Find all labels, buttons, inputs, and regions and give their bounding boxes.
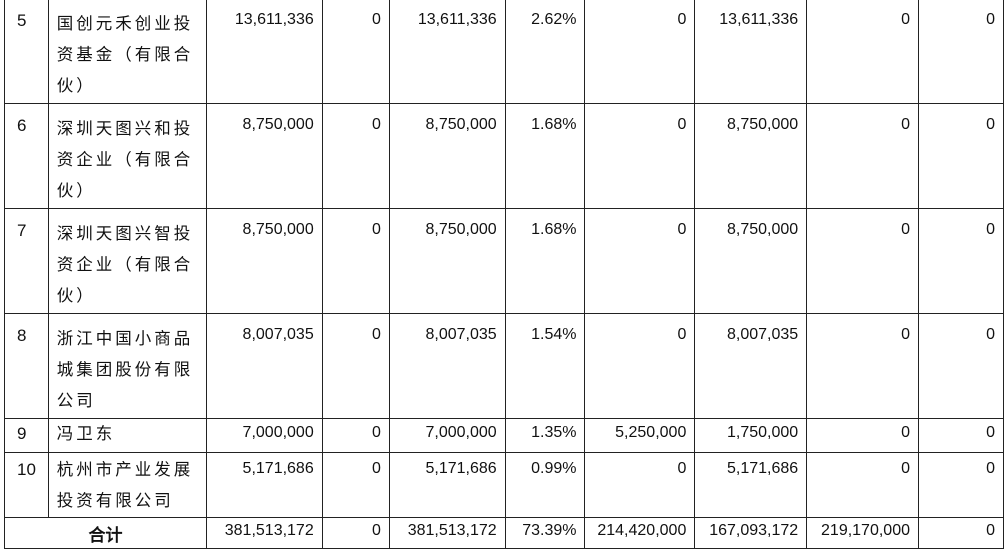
- cell-value: 8,750,000: [388, 208, 506, 314]
- cell-value: 7,000,000: [205, 418, 323, 453]
- cell-value: 0: [806, 313, 919, 419]
- table-row: 8 浙江中国小商品城集团股份有限公司 8,007,035 0 8,007,035…: [4, 313, 1004, 419]
- cell-value: 0: [918, 452, 1004, 518]
- cell-value: 0: [321, 103, 390, 209]
- shareholder-name: 国创元禾创业投资基金（有限合伙）: [47, 0, 207, 104]
- cell-value: 0: [918, 418, 1004, 453]
- cell-value: 13,611,336: [205, 0, 323, 104]
- cell-value: 0: [806, 208, 919, 314]
- shareholder-table: 5 国创元禾创业投资基金（有限合伙） 13,611,336 0 13,611,3…: [4, 0, 1004, 549]
- cell-value: 8,007,035: [388, 313, 506, 419]
- cell-value: 0: [918, 0, 1004, 104]
- row-index: 6: [4, 103, 49, 209]
- cell-value: 0: [584, 452, 696, 518]
- cell-value: 0.99%: [504, 452, 586, 518]
- total-value: 73.39%: [504, 517, 586, 549]
- total-row: 合计 381,513,172 0 381,513,172 73.39% 214,…: [4, 517, 1004, 549]
- total-label: 合计: [4, 517, 207, 549]
- cell-value: 8,750,000: [694, 103, 808, 209]
- cell-value: 1.68%: [504, 208, 586, 314]
- cell-value: 8,750,000: [694, 208, 808, 314]
- row-index: 10: [4, 452, 49, 518]
- cell-value: 5,171,686: [388, 452, 506, 518]
- cell-value: 1.54%: [504, 313, 586, 419]
- cell-value: 5,171,686: [694, 452, 808, 518]
- cell-value: 0: [584, 208, 696, 314]
- row-index: 7: [4, 208, 49, 314]
- cell-value: 0: [584, 313, 696, 419]
- cell-value: 5,171,686: [205, 452, 323, 518]
- cell-value: 1.68%: [504, 103, 586, 209]
- cell-value: 0: [321, 208, 390, 314]
- row-index: 8: [4, 313, 49, 419]
- shareholder-name: 深圳天图兴和投资企业（有限合伙）: [47, 103, 207, 209]
- cell-value: 7,000,000: [388, 418, 506, 453]
- total-value: 219,170,000: [806, 517, 919, 549]
- total-value: 214,420,000: [584, 517, 696, 549]
- cell-value: 8,750,000: [388, 103, 506, 209]
- total-value: 381,513,172: [205, 517, 323, 549]
- cell-value: 1,750,000: [694, 418, 808, 453]
- total-value: 381,513,172: [388, 517, 506, 549]
- cell-value: 0: [806, 452, 919, 518]
- cell-value: 0: [321, 452, 390, 518]
- shareholder-name: 深圳天图兴智投资企业（有限合伙）: [47, 208, 207, 314]
- cell-value: 0: [321, 0, 390, 104]
- cell-value: 8,750,000: [205, 208, 323, 314]
- table-row: 7 深圳天图兴智投资企业（有限合伙） 8,750,000 0 8,750,000…: [4, 208, 1004, 314]
- cell-value: 0: [918, 313, 1004, 419]
- cell-value: 0: [806, 103, 919, 209]
- cell-value: 13,611,336: [388, 0, 506, 104]
- cell-value: 8,007,035: [694, 313, 808, 419]
- total-value: 0: [321, 517, 390, 549]
- cell-value: 8,007,035: [205, 313, 323, 419]
- cell-value: 0: [584, 103, 696, 209]
- table-row: 5 国创元禾创业投资基金（有限合伙） 13,611,336 0 13,611,3…: [4, 0, 1004, 104]
- total-value: 0: [918, 517, 1004, 549]
- cell-value: 5,250,000: [584, 418, 696, 453]
- table-row: 10 杭州市产业发展投资有限公司 5,171,686 0 5,171,686 0…: [4, 452, 1004, 518]
- table-row: 6 深圳天图兴和投资企业（有限合伙） 8,750,000 0 8,750,000…: [4, 103, 1004, 209]
- cell-value: 0: [321, 418, 390, 453]
- cell-value: 0: [584, 0, 696, 104]
- cell-value: 0: [806, 418, 919, 453]
- shareholder-name: 杭州市产业发展投资有限公司: [47, 452, 207, 518]
- row-index: 9: [4, 418, 49, 453]
- cell-value: 8,750,000: [205, 103, 323, 209]
- total-value: 167,093,172: [694, 517, 808, 549]
- shareholder-name: 冯卫东: [47, 418, 207, 453]
- cell-value: 0: [918, 208, 1004, 314]
- cell-value: 13,611,336: [694, 0, 808, 104]
- table-row: 9 冯卫东 7,000,000 0 7,000,000 1.35% 5,250,…: [4, 418, 1004, 453]
- shareholder-name: 浙江中国小商品城集团股份有限公司: [47, 313, 207, 419]
- cell-value: 0: [918, 103, 1004, 209]
- cell-value: 1.35%: [504, 418, 586, 453]
- cell-value: 0: [806, 0, 919, 104]
- row-index: 5: [4, 0, 49, 104]
- cell-value: 2.62%: [504, 0, 586, 104]
- cell-value: 0: [321, 313, 390, 419]
